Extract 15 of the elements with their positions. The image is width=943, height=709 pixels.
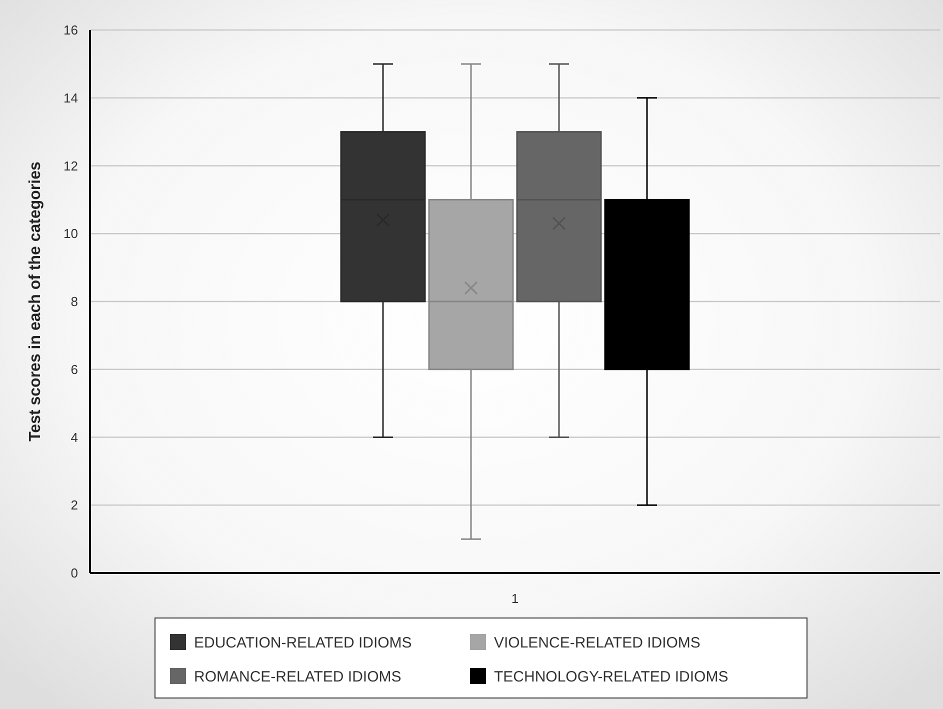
y-tick-label: 16 [64, 22, 78, 38]
y-tick-label: 4 [70, 430, 78, 445]
y-tick-label: 0 [70, 566, 78, 581]
legend-label: VIOLENCE-RELATED IDIOMS [494, 634, 700, 652]
legend-label: EDUCATION-RELATED IDIOMS [194, 634, 412, 652]
y-tick-label: 14 [64, 90, 78, 106]
y-tick-label: 2 [70, 498, 78, 513]
x-tick-label: 1 [511, 591, 519, 606]
y-axis-title: Test scores in each of the categories [27, 162, 44, 442]
y-tick-label: 10 [64, 226, 78, 242]
y-tick-label: 12 [64, 158, 78, 174]
y-tick-label: 6 [70, 362, 78, 377]
legend-label: TECHNOLOGY-RELATED IDIOMS [494, 668, 728, 686]
y-tick-label: 8 [70, 294, 78, 310]
legend-label: ROMANCE-RELATED IDIOMS [194, 668, 402, 686]
